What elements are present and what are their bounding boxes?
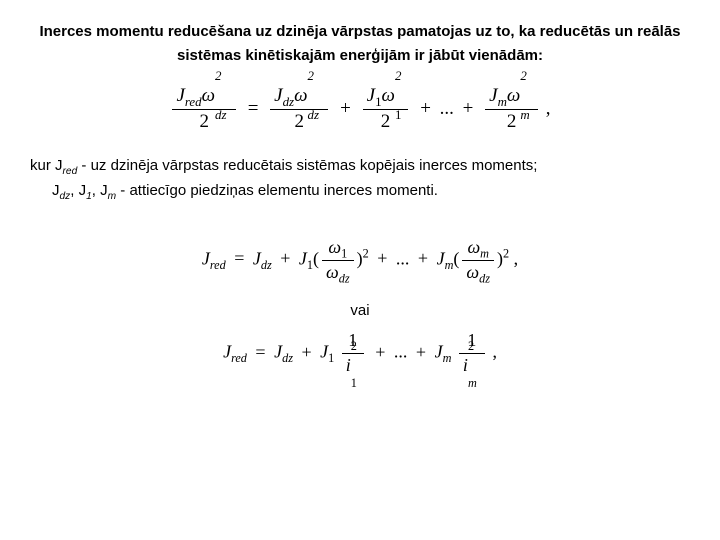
- separator-vai: vai: [30, 302, 690, 319]
- equation-jred-omega: Jred = Jdz + J1( ω1 ωdz )2 + ... + Jm( ω…: [30, 238, 690, 283]
- equation-kinetic-energy: Jredω2dzdz 2 = Jdzω2dzdz 2 + J1ω211 2 + …: [30, 86, 690, 133]
- expl-line-1: kur Jred - uz dzinēja vārpstas reducētai…: [30, 157, 537, 174]
- expl-line-2: Jdz, J1, Jm - attiecīgo piedziņas elemen…: [52, 178, 690, 204]
- equation-jred-i: Jred = Jdz + J1 1 i211 + ... + Jm 1 i2mm…: [30, 331, 690, 376]
- explanation-block: kur Jred - uz dzinēja vārpstas reducētai…: [30, 153, 690, 204]
- heading-text: Inerces momentu reducēšana uz dzinēja vā…: [30, 20, 690, 68]
